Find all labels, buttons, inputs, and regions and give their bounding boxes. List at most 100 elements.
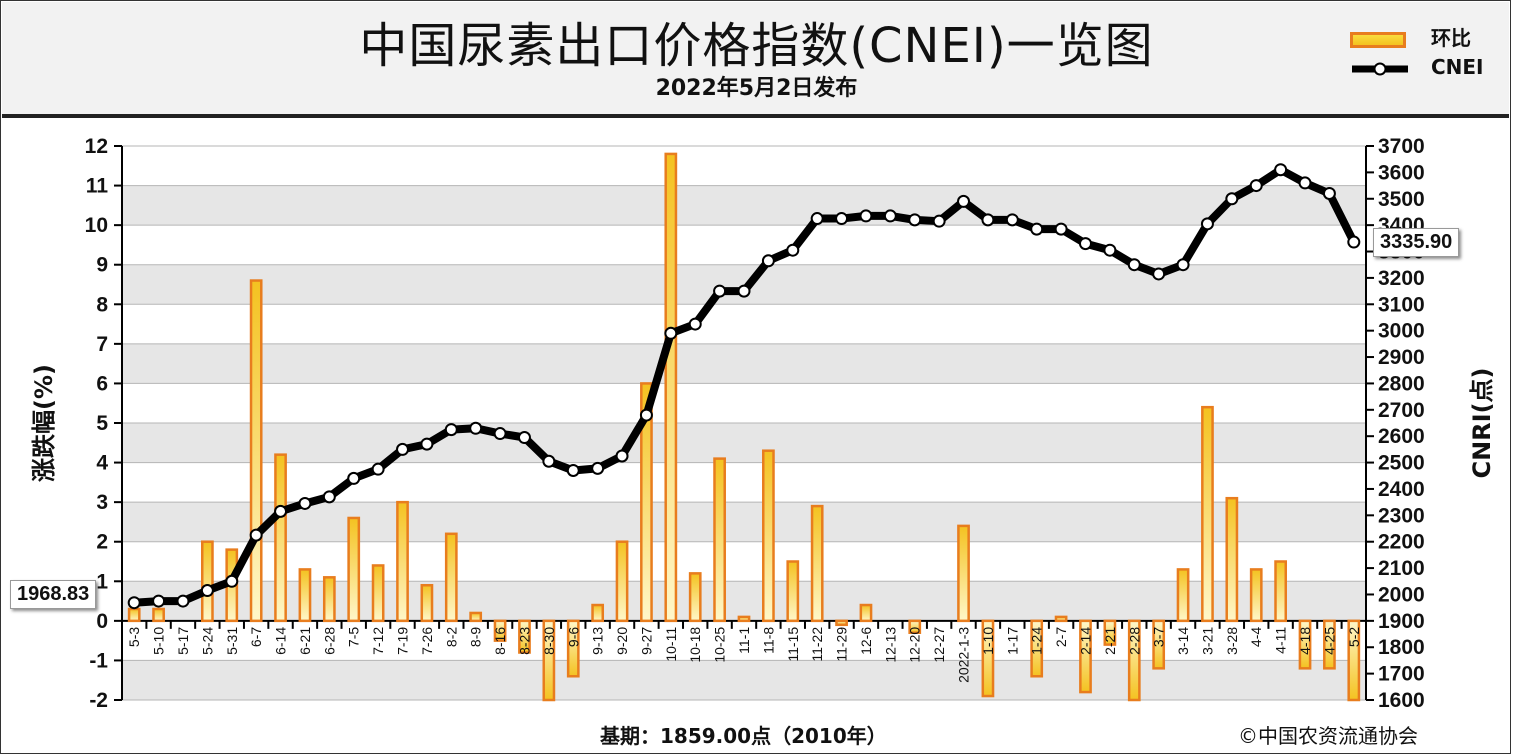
bar-mark: [1176, 568, 1190, 623]
bar-mark: [688, 572, 702, 623]
category-label: 8-9: [468, 627, 484, 647]
bar-mark: [835, 619, 848, 627]
category-label: 6-14: [273, 627, 289, 655]
bar-mark: [420, 583, 434, 623]
chart-subtitle: 2022年5月2日发布: [655, 76, 858, 101]
category-label: 9-20: [614, 627, 630, 655]
bar-mark: [249, 279, 263, 623]
category-label: 2-21: [1102, 627, 1118, 655]
left-tick-label: 6: [96, 372, 108, 395]
cnei-point: [127, 596, 141, 610]
category-label: 5-24: [199, 627, 215, 655]
right-tick-label: 2500: [1378, 452, 1425, 475]
left-tick-label: 11: [86, 175, 109, 198]
category-label: 5-17: [175, 627, 191, 655]
category-label: 5-31: [224, 627, 240, 655]
bar-mark: [859, 603, 873, 623]
category-label: 7-5: [346, 627, 362, 647]
bar-mark: [1298, 619, 1312, 670]
cnei-point: [347, 471, 361, 485]
category-label: 4-18: [1297, 627, 1313, 655]
cnei-point: [957, 194, 971, 208]
right-axis-title: CNRI(点): [1468, 367, 1496, 478]
category-label: 3-14: [1175, 627, 1191, 655]
cnei-point: [517, 431, 531, 445]
bar-mark: [810, 504, 824, 623]
cnei-point: [713, 284, 727, 298]
bar-mark: [371, 564, 385, 623]
category-label: 9-13: [590, 627, 606, 655]
category-label: 12-20: [907, 627, 923, 663]
bar-mark: [298, 568, 312, 623]
cnei-point: [1347, 235, 1361, 249]
bar-mark: [981, 619, 995, 698]
right-tick-label: 2000: [1378, 583, 1425, 606]
bar-mark: [713, 457, 726, 623]
cnei-point: [420, 437, 434, 451]
bar-mark: [322, 576, 336, 623]
cnei-point: [298, 496, 312, 510]
plot-band: [122, 541, 1366, 582]
category-label: 1-17: [1004, 627, 1020, 655]
bar-mark: [1323, 619, 1336, 670]
cnei-point: [810, 212, 824, 226]
right-tick-label: 2200: [1378, 531, 1425, 554]
category-label: 6-28: [321, 627, 337, 655]
bar-mark: [1030, 619, 1044, 678]
cnei-point: [371, 462, 385, 476]
category-label: 1-24: [1029, 627, 1045, 655]
right-tick-label: 3100: [1378, 293, 1425, 316]
cnei-point: [1103, 243, 1117, 257]
cnei-point: [591, 461, 605, 475]
legend-line-entry: CNEI: [1350, 55, 1484, 81]
left-axis-title: 涨跌幅(%): [30, 364, 58, 482]
bar-mark: [664, 152, 678, 623]
category-label: 5-2: [1346, 627, 1362, 647]
plot-band: [122, 304, 1366, 344]
right-tick-label: 3000: [1378, 320, 1425, 343]
category-label: 5-3: [126, 627, 142, 647]
category-label: 4-11: [1273, 627, 1289, 654]
left-tick-label: 5: [96, 412, 108, 435]
cnei-point: [249, 528, 263, 542]
category-label: 9-27: [638, 627, 654, 655]
category-label: 8-30: [541, 627, 557, 655]
category-label: 11-1: [736, 627, 752, 654]
left-tick-label: 12: [85, 135, 108, 158]
category-label: 7-12: [370, 627, 386, 655]
right-tick-label: 1800: [1378, 636, 1425, 659]
bar-mark: [1103, 619, 1117, 646]
chart-title: 中国尿素出口价格指数(CNEI)一览图: [359, 18, 1154, 74]
left-tick-label: 3: [96, 491, 108, 514]
right-tick-label: 3500: [1378, 188, 1425, 211]
cnei-point: [1005, 213, 1019, 227]
bar-mark: [1225, 496, 1239, 623]
cnei-point: [1127, 258, 1141, 272]
cnei-point: [200, 584, 214, 598]
cnei-point: [639, 408, 653, 422]
bar-mark: [518, 619, 531, 654]
category-label: 5-10: [151, 627, 167, 655]
cnei-point: [859, 209, 873, 223]
cnei-point: [835, 212, 849, 226]
cnei-point: [786, 243, 800, 257]
last-value-callout: 3335.90: [1373, 228, 1460, 257]
bar-mark: [786, 560, 800, 623]
category-label: 11-22: [809, 627, 825, 662]
legend-line-swatch: [1352, 62, 1408, 75]
cnei-point: [1152, 267, 1166, 281]
category-label: 11-15: [785, 627, 801, 662]
left-tick-label: 2: [96, 531, 108, 554]
bar-mark: [1249, 568, 1263, 623]
category-label: 12-13: [882, 627, 898, 663]
right-tick-label: 3200: [1378, 267, 1425, 290]
right-tick-label: 1600: [1378, 689, 1425, 712]
cnei-point: [444, 423, 458, 437]
bar-mark: [762, 449, 775, 623]
category-label: 3-21: [1199, 627, 1215, 655]
left-tick-label: 1: [96, 570, 108, 593]
category-label: 4-25: [1321, 627, 1337, 655]
bar-mark: [201, 540, 214, 623]
bar-mark: [152, 607, 165, 623]
